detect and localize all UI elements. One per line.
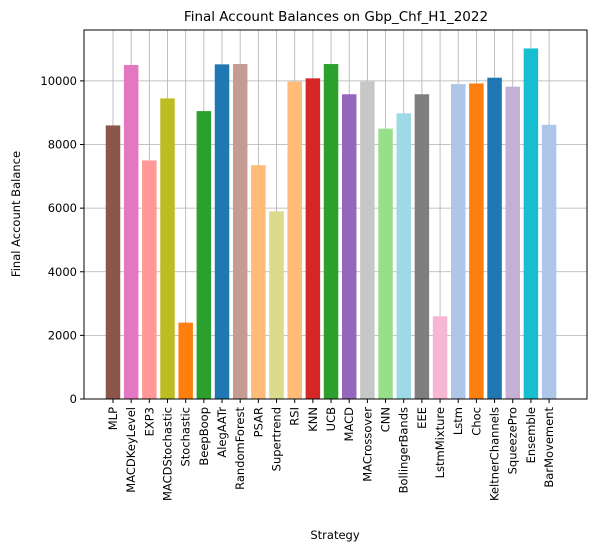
bar-barmovement [541, 124, 557, 399]
y-axis-label: Final Account Balance [9, 151, 23, 277]
bar-lstmmixture [432, 316, 448, 399]
bar-beepboop [196, 111, 212, 399]
x-tick-label: BeepBoop [197, 407, 211, 466]
x-tick-label: CNN [379, 407, 393, 432]
x-tick-label: PSAR [251, 407, 265, 437]
y-tick-label: 4000 [48, 265, 77, 279]
x-tick-label: RSI [288, 407, 302, 426]
bar-squeezepro [505, 86, 520, 400]
bar-supertrend [269, 211, 284, 399]
bar-eee [414, 94, 430, 399]
bar-alegaatr [214, 64, 230, 400]
bar-keltnerchannels [487, 77, 502, 399]
x-tick-label: BollingerBands [397, 407, 411, 493]
x-tick-label: UCB [324, 407, 338, 431]
x-tick-label: MACDKeyLevel [124, 407, 138, 493]
x-tick-label: Supertrend [270, 407, 284, 471]
x-tick-label: EEE [415, 407, 429, 429]
bar-psar [251, 165, 266, 399]
bar-macdkeylevel [123, 64, 139, 399]
bar-randomforest [232, 64, 248, 399]
plot-frame [83, 29, 588, 400]
x-axis-label: Strategy [310, 528, 359, 542]
bar-ensemble [523, 48, 539, 399]
bar-mlp [105, 125, 121, 400]
x-tick-label: MACDStochastic [161, 407, 175, 501]
bar-macd [341, 94, 357, 399]
bar-exp3 [142, 160, 157, 399]
bars [105, 48, 557, 400]
x-tick-label: MACrossover [360, 407, 374, 482]
x-tick-label: SqueezePro [506, 407, 520, 474]
x-tick-label: LstmMixture [433, 407, 447, 478]
x-tick-label: KeltnerChannels [488, 407, 502, 501]
bar-stochastic [178, 322, 193, 399]
bar-choc [469, 83, 484, 399]
x-tick-label: Stochastic [179, 407, 193, 467]
chart-title: Final Account Balances on Gbp_Chf_H1_202… [184, 9, 488, 25]
x-tick-label: KNN [306, 407, 320, 432]
y-tick-label: 10000 [40, 74, 77, 88]
x-tick-label: AlegAATr [215, 407, 229, 458]
x-axis-ticks: MLP MACDKeyLevel EXP3 MACDStochastic Stochas… [106, 399, 556, 501]
x-tick-label: MACD [342, 407, 356, 442]
x-tick-label: BarMovement [542, 407, 556, 488]
bar-macdstochastic [160, 98, 175, 399]
x-tick-label: RandomForest [233, 407, 247, 490]
bar-bollingerbands [396, 113, 411, 399]
x-tick-label: Choc [469, 407, 483, 436]
bar-rsi [287, 81, 302, 399]
y-tick-label: 2000 [48, 328, 77, 342]
bar-ucb [323, 64, 339, 399]
bar-lstm [450, 84, 466, 400]
x-tick-label: Ensemble [524, 407, 538, 463]
y-axis-ticks: 0 2000 4000 6000 8000 10000 [40, 74, 84, 406]
x-tick-label: Lstm [451, 407, 465, 435]
y-tick-label: 8000 [48, 138, 77, 152]
x-tick-label: MLP [106, 407, 120, 430]
x-tick-label: EXP3 [142, 407, 156, 436]
bar-cnn [378, 128, 393, 400]
y-tick-label: 0 [70, 392, 77, 406]
bar-knn [305, 78, 321, 400]
bar-macrossover [360, 81, 375, 399]
y-tick-label: 6000 [48, 201, 77, 215]
